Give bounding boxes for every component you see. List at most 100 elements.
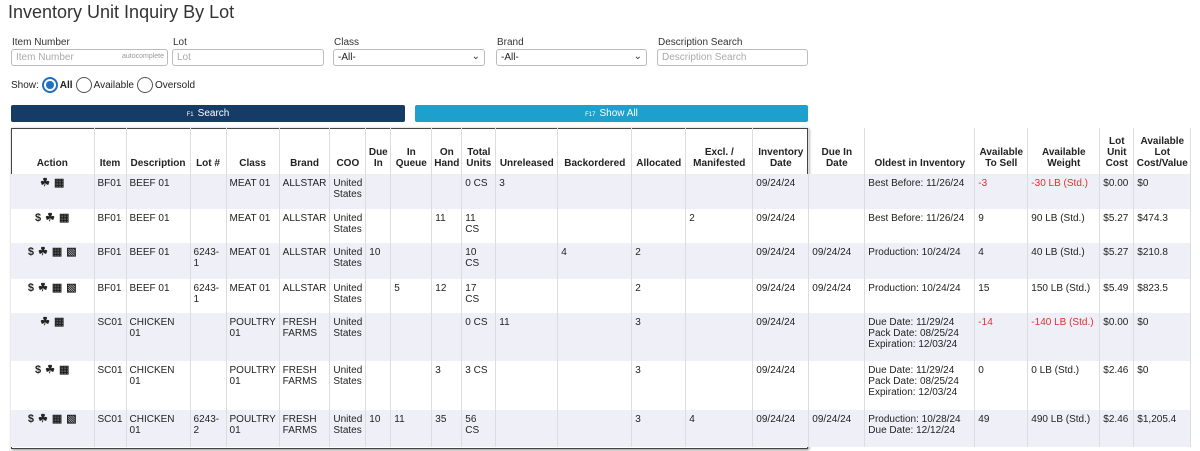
link-icon[interactable]: ☘ — [37, 413, 48, 425]
cell-total: 17 CS — [461, 279, 497, 313]
cell-item: BF01 — [94, 243, 127, 279]
link-icon[interactable]: ☘ — [40, 177, 50, 189]
link-icon[interactable]: ☘ — [45, 364, 56, 376]
cell-due-date — [808, 313, 866, 361]
cell-allocated: 2 — [631, 279, 687, 313]
cell-inv-date: 09/24/24 — [752, 209, 810, 243]
cell-inv-date: 09/24/24 — [752, 313, 810, 361]
cell-due-date — [808, 174, 866, 209]
column-header: COO — [329, 128, 367, 174]
link-icon[interactable]: ☘ — [37, 246, 48, 258]
dollar-icon[interactable]: $ — [27, 413, 34, 425]
calendar-icon[interactable]: ▦ — [53, 316, 65, 328]
cell-ats: 15 — [974, 279, 1029, 313]
calendar-plus-icon[interactable]: ▧ — [66, 282, 77, 294]
calendar-plus-icon[interactable]: ▧ — [66, 413, 77, 425]
brand-label: Brand — [497, 37, 524, 48]
column-header: Item — [94, 128, 127, 174]
cell-weight: 490 LB (Std.) — [1027, 410, 1101, 447]
cell-lot: 6243-1 — [190, 279, 227, 313]
cell-due-in — [365, 279, 392, 313]
cell-in-queue — [390, 361, 433, 410]
radio-oversold[interactable] — [136, 77, 153, 93]
cell-in-queue — [390, 313, 433, 361]
cell-due-in — [365, 174, 392, 209]
chevron-down-icon: ⌄ — [633, 51, 642, 62]
row-actions: ☘ ▦ — [11, 174, 95, 209]
lot-input[interactable]: Lot — [172, 49, 324, 66]
dollar-icon[interactable]: $ — [35, 364, 42, 376]
calendar-icon[interactable]: ▦ — [53, 177, 65, 189]
description-search-input[interactable]: Description Search — [657, 49, 808, 66]
class-select[interactable]: -All- ⌄ — [333, 49, 485, 66]
column-header: Excl. / Manifested — [685, 128, 754, 174]
item-number-label: Item Number — [12, 37, 70, 48]
dollar-icon[interactable]: $ — [35, 212, 42, 224]
cell-in-queue — [390, 174, 433, 209]
cell-excl — [685, 174, 754, 209]
cell-desc: CHICKEN 01 — [126, 313, 191, 361]
cell-unreleased — [495, 209, 559, 243]
cell-desc: BEEF 01 — [126, 209, 191, 243]
search-button[interactable]: F1 Search — [11, 105, 405, 122]
radio-available-label[interactable]: Available — [93, 79, 134, 91]
cell-item: BF01 — [94, 279, 127, 313]
column-header: Oldest in Inventory — [864, 128, 976, 174]
calendar-icon[interactable]: ▦ — [51, 246, 63, 258]
calendar-icon[interactable]: ▦ — [59, 364, 70, 376]
cell-desc: BEEF 01 — [126, 279, 191, 313]
cell-due-date: 09/24/24 — [808, 243, 866, 279]
column-header: Lot Unit Cost — [1099, 128, 1135, 174]
cell-on-hand: 35 — [431, 410, 463, 447]
cell-allocated — [631, 174, 687, 209]
cell-desc: CHICKEN 01 — [126, 361, 191, 410]
dollar-icon[interactable]: $ — [27, 246, 34, 258]
brand-select[interactable]: -All- ⌄ — [496, 49, 647, 66]
calendar-plus-icon[interactable]: ▧ — [66, 246, 77, 258]
calendar-icon[interactable]: ▦ — [51, 413, 63, 425]
calendar-icon[interactable]: ▦ — [51, 282, 63, 294]
show-filter: Show: All Available Oversold — [11, 77, 195, 93]
dollar-icon[interactable]: $ — [27, 282, 34, 294]
cell-in-queue: 5 — [390, 279, 433, 313]
cell-in-queue: 11 — [390, 410, 433, 447]
cell-due-in — [365, 313, 392, 361]
cell-total: 56 CS — [461, 410, 497, 447]
cell-class: POULTRY 01 — [226, 313, 280, 361]
cell-on-hand: 12 — [431, 279, 463, 313]
show-label: Show: — [11, 79, 39, 91]
cell-backordered: 4 — [557, 243, 633, 279]
item-number-input[interactable]: Item Number autocomplete — [11, 49, 168, 66]
cell-backordered — [557, 313, 633, 361]
calendar-icon[interactable]: ▦ — [59, 212, 70, 224]
cell-unreleased — [495, 410, 559, 447]
link-icon[interactable]: ☘ — [45, 212, 56, 224]
cell-lot — [190, 209, 227, 243]
radio-oversold-label[interactable]: Oversold — [154, 79, 195, 91]
cell-in-queue — [390, 243, 433, 279]
link-icon[interactable]: ☘ — [40, 316, 50, 328]
radio-all-label[interactable]: All — [59, 79, 73, 91]
show-all-button[interactable]: F17 Show All — [415, 105, 808, 122]
autocomplete-hint: autocomplete — [121, 53, 164, 60]
lot-placeholder: Lot — [177, 52, 191, 63]
cell-value: $0 — [1133, 174, 1192, 209]
cell-brand: FRESH FARMS — [279, 313, 331, 361]
cell-excl: 2 — [685, 209, 754, 243]
cell-allocated: 3 — [631, 361, 687, 410]
row-actions: $ ☘ ▦ ▧ — [11, 279, 95, 313]
cell-oldest: Production: 10/24/24 — [864, 279, 976, 313]
cell-excl — [685, 361, 754, 410]
cell-value: $0 — [1133, 361, 1192, 410]
cell-ats: -3 — [974, 174, 1029, 209]
radio-all[interactable] — [41, 77, 58, 93]
radio-available[interactable] — [75, 77, 92, 93]
cell-coo: United States — [329, 313, 367, 361]
link-icon[interactable]: ☘ — [37, 282, 48, 294]
cell-ats: 0 — [974, 361, 1029, 410]
cell-ats: 9 — [974, 209, 1029, 243]
cell-value: $0 — [1133, 313, 1192, 361]
chevron-down-icon: ⌄ — [471, 51, 480, 62]
cell-unreleased — [495, 361, 559, 410]
cell-brand: ALLSTAR — [279, 174, 331, 209]
